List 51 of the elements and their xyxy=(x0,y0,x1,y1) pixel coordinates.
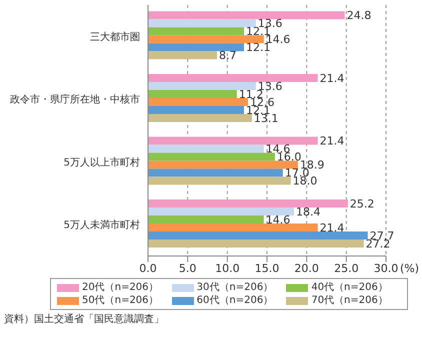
bar xyxy=(148,200,348,208)
bar xyxy=(148,114,252,122)
legend-label: 50代（n=206） xyxy=(82,294,159,307)
bar xyxy=(148,168,283,177)
data-label: 21.4 xyxy=(320,221,344,234)
bar xyxy=(148,232,368,240)
bar xyxy=(148,74,318,82)
text: 資料）国土交通省「国民意識調査」 xyxy=(4,313,165,327)
bar xyxy=(148,240,364,248)
bar xyxy=(148,136,318,145)
bar xyxy=(148,19,256,28)
bar xyxy=(148,35,264,44)
data-label: 8.7 xyxy=(219,49,237,62)
y-tick-label: 5万人以上市町村 xyxy=(64,156,140,168)
x-tick-label: 25.0 xyxy=(334,262,359,275)
bar xyxy=(148,43,244,52)
bar xyxy=(148,51,218,60)
data-label: 21.4 xyxy=(320,72,344,85)
bar xyxy=(148,176,291,185)
x-tick-label: 5.0 xyxy=(178,262,196,275)
data-label: 18.4 xyxy=(296,205,320,218)
x-axis-title: (%) xyxy=(400,262,420,275)
bar xyxy=(148,224,318,232)
bar xyxy=(148,208,294,216)
bar xyxy=(148,98,248,106)
bar xyxy=(148,11,345,20)
bar xyxy=(148,152,275,161)
bar xyxy=(148,106,244,114)
y-tick-label: 三大都市圏 xyxy=(90,30,140,43)
bar xyxy=(148,82,256,90)
x-tick-label: 10.0 xyxy=(215,262,240,275)
data-label: 24.8 xyxy=(346,9,372,22)
y-tick-label: 政令市・県庁所在地・中核市 xyxy=(10,94,140,106)
data-label: 25.2 xyxy=(350,197,374,210)
data-label: 14.6 xyxy=(266,213,290,226)
bar xyxy=(148,144,264,153)
x-tick-label: 20.0 xyxy=(294,262,319,275)
bar xyxy=(148,160,298,169)
legend-label: 40代（n=206） xyxy=(311,281,388,294)
legend-label: 20代（n=206） xyxy=(82,281,159,294)
x-tick-label: 15.0 xyxy=(254,262,280,275)
y-tick-label: 5万人未満市町村 xyxy=(64,219,140,232)
legend-label: 70代（n=206） xyxy=(311,294,388,307)
data-label: 21.4 xyxy=(320,134,344,148)
bar xyxy=(148,216,264,224)
x-tick-label: 30.0 xyxy=(374,262,398,275)
legend-label: 30代（n=206） xyxy=(196,281,274,294)
bar xyxy=(148,27,244,36)
legend-label: 60代（n=206） xyxy=(196,294,274,307)
x-tick-label: 0.0 xyxy=(139,262,157,275)
bar xyxy=(148,90,237,98)
